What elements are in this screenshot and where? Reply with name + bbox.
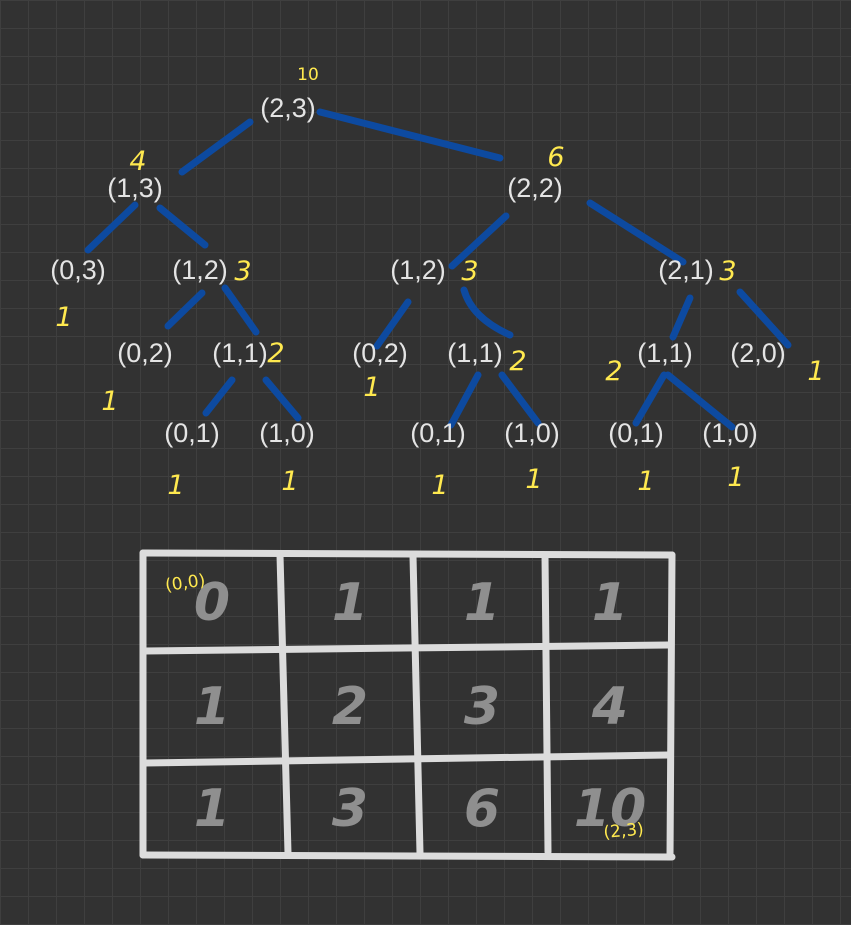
tree-edge-n12a-n11a [221, 284, 260, 336]
tree-node-n11c: (1,1) [637, 338, 693, 368]
tree-node-n02b: (0,2) [352, 338, 408, 368]
table-cells: 0 1 1 1 1 2 3 4 1 3 6 10 [194, 573, 646, 839]
path-count-n01a: 1 [167, 470, 184, 501]
path-count-n02a: 1 [101, 386, 118, 417]
table-cell-0-0: 0 [194, 573, 230, 633]
tree-edge-n22-n12b [448, 212, 510, 270]
table-cell-0-1: 1 [332, 573, 368, 633]
tree-edge-n11c-n10c [664, 371, 736, 431]
tree-node-n10b: (1,0) [504, 418, 560, 448]
tree-edge-n11b-n10b [498, 371, 542, 427]
path-count-n10b: 1 [525, 464, 542, 495]
path-count-n10c: 1 [727, 462, 744, 493]
tree-node-n12a: (1,2) [172, 255, 228, 285]
path-count-n22: 6 [547, 142, 564, 173]
tree-edge-n12b-n11b [460, 286, 514, 339]
tree-edge-n22-n21 [586, 199, 687, 266]
table-cell-1-0: 1 [194, 677, 230, 737]
tree-node-n11b: (1,1) [447, 338, 503, 368]
end-cell-annotation: (2,3) [603, 820, 645, 843]
dp-table: 0 1 1 11 2 3 41 3 6 10 (0,0) (2,3) [139, 549, 676, 861]
table-row-divider-1 [141, 641, 672, 655]
table-cell-2-3: 10 [574, 779, 646, 839]
tree-edge-n12b-n02b [373, 298, 412, 350]
tree-node-n23: (2,3) [260, 93, 316, 123]
tree-node-n21: (2,1) [658, 255, 714, 285]
tree-node-n01a: (0,1) [164, 418, 220, 448]
table-cell-1-1: 2 [332, 677, 368, 737]
tree-node-n10c: (1,0) [702, 418, 758, 448]
tree-node-n10a: (1,0) [259, 418, 315, 448]
path-count-n11b: 2 [509, 346, 526, 377]
path-count-n01c: 1 [637, 466, 654, 497]
table-border-right [666, 551, 676, 861]
table-col-divider-2 [409, 552, 424, 857]
table-cell-0-3: 1 [592, 573, 628, 633]
path-counts: 10 4 6 1 3 3 3 1 2 1 2 2 1 1 1 1 1 1 1 [55, 65, 824, 501]
path-count-n20: 1 [807, 356, 824, 387]
tree-edge-n13-n12a [156, 204, 209, 249]
tree-node-n20: (2,0) [730, 338, 786, 368]
table-cell-0-2: 1 [464, 573, 500, 633]
tree-node-n02a: (0,2) [117, 338, 173, 368]
path-count-n02b: 1 [363, 372, 380, 403]
table-cell-2-0: 1 [194, 779, 230, 839]
table-col-divider-1 [276, 551, 292, 857]
tree-node-n13: (1,3) [107, 173, 163, 203]
path-count-n21: 3 [719, 256, 736, 287]
tree-node-n11a: (1,1) [212, 338, 268, 368]
path-count-n13: 4 [129, 146, 146, 177]
tree-edge-n23-n22 [316, 108, 504, 162]
tree-edge-n11c-n01c [632, 371, 668, 427]
tree-edge-n21-n11c [669, 294, 694, 341]
table-cell-1-3: 4 [591, 677, 628, 737]
table-border-top [139, 549, 676, 559]
table-cell-2-1: 3 [332, 779, 368, 839]
table-cell-1-2: 3 [464, 677, 500, 737]
path-count-n10a: 1 [281, 466, 298, 497]
tree-edge-n23-n13 [178, 118, 254, 176]
tree-edge-n11b-n01b [447, 371, 482, 429]
tree-nodes: (2,3) (1,3) (2,2) (0,3) (1,2) (1,2) (2,1) (0,2)… [50, 93, 786, 448]
tree-node-n12b: (1,2) [390, 255, 446, 285]
tree-edge-n13-n03 [84, 201, 139, 254]
tree-edge-n21-n20 [736, 288, 792, 349]
tree-node-n22: (2,2) [507, 173, 563, 203]
path-count-n23: 10 [297, 65, 319, 85]
path-count-n11a: 2 [267, 338, 284, 369]
path-count-n01b: 1 [431, 470, 448, 501]
path-count-n12b: 3 [461, 256, 478, 287]
tree-edges [84, 108, 792, 431]
tree-edge-n11a-n10a [262, 376, 302, 422]
tree-edge-n11a-n01a [202, 376, 236, 417]
table-row-divider-2 [141, 751, 672, 767]
table-cell-2-2: 6 [464, 779, 500, 839]
table-border-bottom [139, 851, 676, 861]
tree-node-n03: (0,3) [50, 255, 106, 285]
table-col-divider-3 [541, 552, 552, 856]
path-count-n11c: 2 [605, 356, 622, 387]
tree-node-n01b: (0,1) [410, 418, 466, 448]
path-count-n12a: 3 [234, 256, 251, 287]
path-count-n03: 1 [55, 302, 72, 333]
tree-edge-n12a-n02a [164, 289, 206, 330]
tree-node-n01c: (0,1) [608, 418, 664, 448]
